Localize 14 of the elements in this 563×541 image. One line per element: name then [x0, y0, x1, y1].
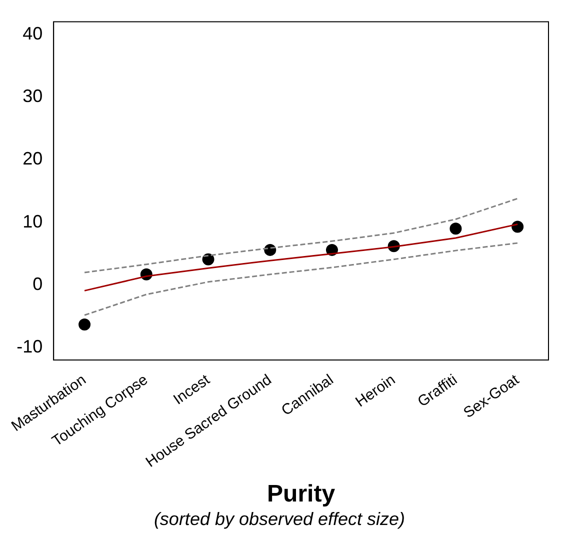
y-tick-label: 10: [22, 211, 43, 232]
y-tick-label: 0: [32, 274, 43, 294]
point: [78, 318, 91, 331]
y-tick-label: 40: [22, 23, 43, 44]
point: [202, 253, 214, 266]
point: [512, 220, 524, 233]
y-tick-label: 30: [22, 86, 43, 106]
y-tick-label: 20: [22, 148, 43, 169]
point: [450, 222, 462, 235]
line-series: [84, 198, 518, 274]
text: (sorted by observed effect size): [154, 509, 406, 530]
y-tick-label: -10: [16, 336, 43, 357]
x-axis-title: Purity: [267, 480, 336, 508]
line-series: [84, 242, 518, 316]
